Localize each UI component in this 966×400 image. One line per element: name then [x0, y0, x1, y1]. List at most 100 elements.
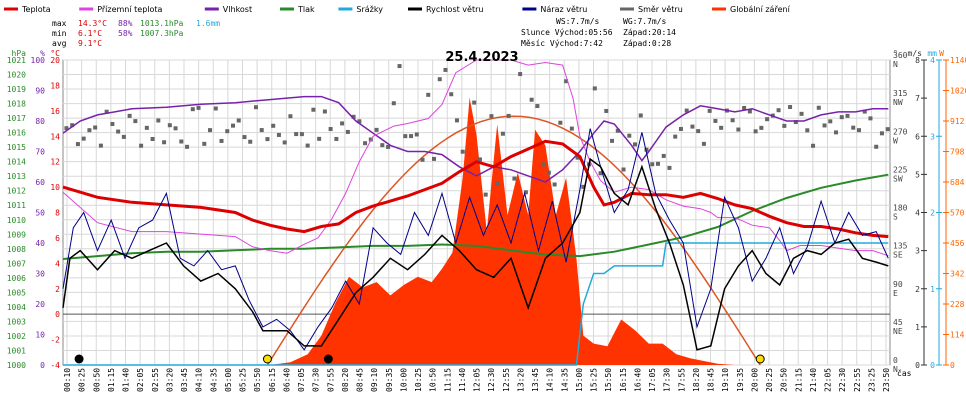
stat-avg-temp: 9.1°C: [78, 39, 102, 48]
temperature-line: [62, 139, 889, 239]
wind-direction-point: [523, 190, 528, 195]
axis-hPa-tick: 1003: [7, 317, 26, 326]
x-tick-label: 16:40: [633, 368, 642, 392]
axis-hPa-tick: 1019: [7, 85, 26, 94]
x-tick-label: 15:25: [590, 368, 599, 392]
axis-ms-tick: 5: [915, 170, 920, 179]
wind-direction-point: [495, 181, 500, 186]
x-tick-label: 04:10: [195, 368, 204, 392]
axis-hPa-tick: 1009: [7, 230, 26, 239]
wind-direction-point: [288, 114, 293, 119]
x-tick-label: 21:15: [794, 368, 803, 392]
wind-direction-point: [253, 105, 258, 110]
wind-direction-point: [351, 114, 356, 119]
legend-label-wind: Rychlost větru: [426, 5, 483, 14]
x-tick-label: 22:30: [838, 368, 847, 392]
wind-direction-point: [110, 121, 115, 126]
wind-direction-point: [839, 115, 844, 120]
legend-label-temp: Teplota: [21, 5, 51, 14]
axis-hPa-tick: 1008: [7, 245, 26, 254]
x-tick-label: 00:10: [63, 368, 72, 392]
axis-dir-tick: 270: [893, 127, 908, 136]
wind-direction-point: [851, 125, 856, 130]
wind-direction-point: [460, 149, 465, 154]
x-tick-label: 17:05: [648, 368, 657, 392]
stat-max-temp: 14.3°C: [78, 19, 107, 28]
axis-wm2-tick: 570: [950, 209, 965, 218]
axis-pct-tick: 80: [35, 117, 45, 126]
x-tick-label: 12:30: [487, 368, 496, 392]
wind-direction-point: [529, 97, 534, 102]
wind-direction-point: [311, 107, 316, 112]
wind-direction-point: [713, 118, 718, 123]
wind-direction-point: [133, 119, 138, 124]
wind-direction-point: [782, 123, 787, 128]
axis-hPa-tick: 1011: [7, 201, 26, 210]
wind-direction-point: [449, 92, 454, 97]
axis-degC-tick: 8: [55, 209, 60, 218]
axis-degC-tick: 20: [50, 56, 60, 65]
axis-ms-tick: 3: [915, 247, 920, 256]
x-tick-label: 09:10: [370, 368, 379, 392]
x-tick-label: 12:55: [502, 368, 511, 392]
wind-direction-point: [759, 125, 764, 130]
axis-dir-cardinal: E: [893, 289, 898, 298]
x-tick-label: 14:10: [546, 368, 555, 392]
gust-line: [62, 128, 889, 351]
wind-direction-point: [512, 176, 517, 181]
x-tick-label: 10:00: [399, 368, 408, 392]
wind-direction-point: [627, 133, 632, 138]
x-tick-label: 17:30: [663, 368, 672, 392]
wind-direction-point: [179, 139, 184, 144]
wind-direction-point: [701, 141, 706, 146]
axis-dir-tick: 225: [893, 165, 908, 174]
x-tick-label: 20:50: [780, 368, 789, 392]
wind-direction-point: [432, 156, 437, 161]
wind-direction-point: [811, 143, 816, 148]
legend-label-humidity: Vlhkost: [223, 5, 252, 14]
axis-wm2-tick: 684: [950, 178, 965, 187]
wind-direction-point: [661, 153, 666, 158]
wind-direction-point: [885, 127, 890, 132]
x-tick-label: 03:20: [165, 368, 174, 392]
wind-direction-point: [678, 126, 683, 131]
axis-degC-tick: 10: [50, 183, 60, 192]
x-tick-label: 11:40: [458, 368, 467, 392]
axis-dir-cardinal: NW: [893, 98, 903, 107]
wind-direction-point: [707, 108, 712, 113]
axis-degC-tick: 12: [50, 158, 60, 167]
axis-wm2-tick: 228: [950, 300, 965, 309]
wind-direction-point: [271, 123, 276, 128]
axis-dir-cardinal: W: [893, 136, 898, 145]
sun-moon-info: WS:7.7m/s WG:7.7m/s Slunce Východ:05:56 …: [521, 17, 676, 48]
wind-direction-point: [500, 131, 505, 136]
wind-direction-point: [816, 105, 821, 110]
axis-degC-tick: 4: [55, 259, 60, 268]
wind-direction-point: [334, 136, 339, 141]
wind-direction-point: [776, 108, 781, 113]
wind-direction-point: [156, 118, 161, 123]
wind-direction-point: [345, 129, 350, 134]
wind-direction-point: [127, 113, 132, 118]
wind-direction-point: [242, 135, 247, 140]
wind-direction-point: [862, 109, 867, 114]
axis-mm-tick: 2: [930, 209, 935, 218]
stat-max-rain: 1.6mm: [196, 19, 220, 28]
x-tick-label: 13:20: [516, 368, 525, 392]
wind-direction-point: [363, 141, 368, 146]
x-tick-label: 20:00: [750, 368, 759, 392]
x-tick-label: 02:55: [151, 368, 160, 392]
axis-hPa-tick: 1004: [7, 303, 26, 312]
wind-direction-point: [219, 138, 224, 143]
axis-hPa-tick: 1010: [7, 216, 26, 225]
x-tick-label: 15:50: [604, 368, 613, 392]
x-tick-label: 07:30: [312, 368, 321, 392]
axis-hPa-tick: 1001: [7, 346, 26, 355]
axis-dir-cardinal: S: [893, 213, 898, 222]
wind-direction-point: [437, 77, 442, 82]
axis-pct-tick: 90: [35, 87, 45, 96]
axis-degC-tick: 6: [55, 234, 60, 243]
axis-pct-tick: 30: [35, 270, 45, 279]
